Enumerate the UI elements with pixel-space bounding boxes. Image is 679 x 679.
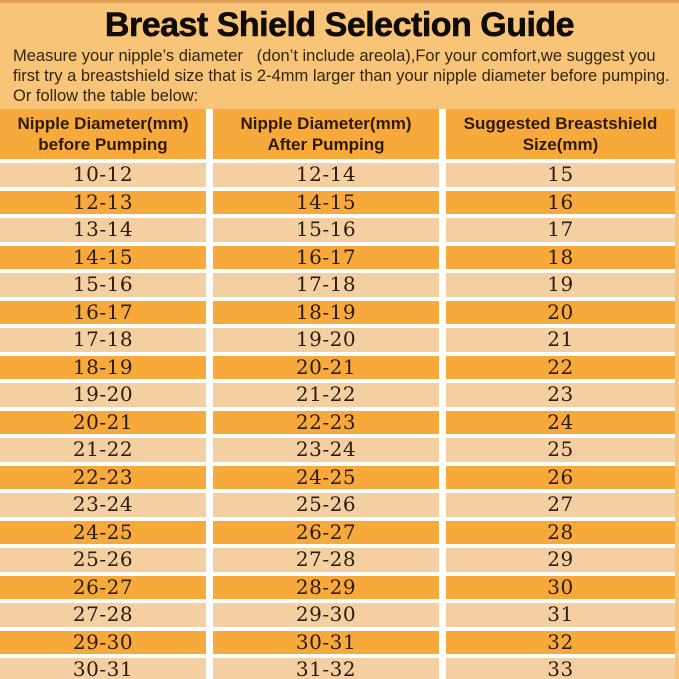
intro-line-2: first try a breastshield size that is 2-… <box>13 67 670 85</box>
table-cell: 12-13 <box>0 190 206 214</box>
table-cell: 14-15 <box>0 245 206 269</box>
intro-text: Measure your nipple’s diameter (don’t in… <box>0 46 679 106</box>
table-cell: 26-27 <box>0 575 206 599</box>
table-cell: 23 <box>446 382 675 407</box>
table-cell: 21-22 <box>213 382 439 407</box>
header-line: Size(mm) <box>522 135 599 154</box>
table-cell: 24 <box>446 410 675 434</box>
table-cell: 31-32 <box>213 657 439 679</box>
table-cell: 24-25 <box>213 465 439 489</box>
table-cell: 12-14 <box>213 162 439 187</box>
table-cell: 26 <box>446 465 675 489</box>
table-cell: 29-30 <box>0 630 206 654</box>
selection-table: Nipple Diameter(mm) before Pumping Nippl… <box>0 109 675 679</box>
table-cell: 17-18 <box>0 327 206 352</box>
table-cell: 16 <box>446 190 675 214</box>
table-cell: 27-28 <box>0 602 206 627</box>
table-cell: 30 <box>446 575 675 599</box>
table-cell: 25 <box>446 437 675 462</box>
table-cell: 28 <box>446 520 675 544</box>
table-cell: 28-29 <box>213 575 439 599</box>
table-cell: 23-24 <box>213 437 439 462</box>
table-cell: 29-30 <box>213 602 439 627</box>
table-cell: 17 <box>446 217 675 242</box>
table-cell: 23-24 <box>0 492 206 517</box>
top-edge-strip <box>0 0 679 3</box>
header-line: Nipple Diameter(mm) <box>240 114 412 133</box>
table-cell: 30-31 <box>0 657 206 679</box>
table-cell: 22-23 <box>0 465 206 489</box>
table-cell: 25-26 <box>0 547 206 572</box>
table-cell: 14-15 <box>213 190 439 214</box>
table-cell: 19 <box>446 272 675 297</box>
table-cell: 16-17 <box>213 245 439 269</box>
table-cell: 18-19 <box>213 300 439 324</box>
column-header-before-pumping: Nipple Diameter(mm) before Pumping <box>0 109 206 159</box>
table-cell: 27 <box>446 492 675 517</box>
table-cell: 15 <box>446 162 675 187</box>
table-cell: 21-22 <box>0 437 206 462</box>
intro-line-1: Measure your nipple’s diameter (don’t in… <box>13 47 656 65</box>
table-cell: 18 <box>446 245 675 269</box>
table-cell: 15-16 <box>0 272 206 297</box>
table-cell: 19-20 <box>213 327 439 352</box>
table-cell: 33 <box>446 657 675 679</box>
header-line: After Pumping <box>267 135 385 154</box>
header-line: Nipple Diameter(mm) <box>17 114 189 133</box>
header-line: before Pumping <box>38 135 168 154</box>
table-cell: 27-28 <box>213 547 439 572</box>
table-cell: 32 <box>446 630 675 654</box>
table-cell: 25-26 <box>213 492 439 517</box>
table-cell: 13-14 <box>0 217 206 242</box>
table-cell: 31 <box>446 602 675 627</box>
table-cell: 18-19 <box>0 355 206 379</box>
page-title: Breast Shield Selection Guide <box>104 6 575 44</box>
table-cell: 29 <box>446 547 675 572</box>
column-header-after-pumping: Nipple Diameter(mm) After Pumping <box>213 109 439 159</box>
table-cell: 30-31 <box>213 630 439 654</box>
table-cell: 17-18 <box>213 272 439 297</box>
table-cell: 26-27 <box>213 520 439 544</box>
table-cell: 19-20 <box>0 382 206 407</box>
table-cell: 24-25 <box>0 520 206 544</box>
table-cell: 16-17 <box>0 300 206 324</box>
table-cell: 15-16 <box>213 217 439 242</box>
table-cell: 20-21 <box>213 355 439 379</box>
table-cell: 22 <box>446 355 675 379</box>
header-line: Suggested Breastshield <box>463 114 658 133</box>
table-cell: 22-23 <box>213 410 439 434</box>
table-cell: 10-12 <box>0 162 206 187</box>
table-cell: 20 <box>446 300 675 324</box>
column-header-suggested-size: Suggested Breastshield Size(mm) <box>446 109 675 159</box>
table-cell: 21 <box>446 327 675 352</box>
intro-line-3: Or follow the table below: <box>13 87 199 105</box>
table-cell: 20-21 <box>0 410 206 434</box>
